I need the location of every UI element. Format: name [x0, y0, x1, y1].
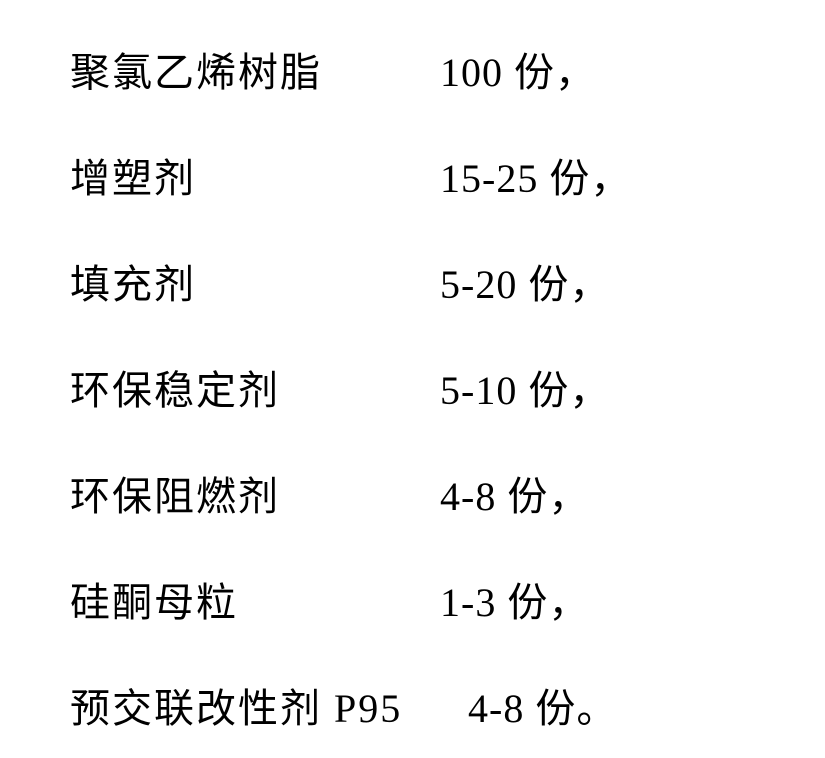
ingredient-value: 15-25 份， — [440, 146, 631, 204]
ingredient-name: 环保阻燃剂 — [70, 464, 440, 522]
ingredient-value: 4-8 份， — [440, 464, 589, 522]
ingredient-row: 环保阻燃剂 4-8 份， — [70, 464, 755, 522]
ingredient-row: 增塑剂 15-25 份， — [70, 146, 755, 204]
ingredient-name: 硅酮母粒 — [70, 570, 440, 628]
ingredient-name: 聚氯乙烯树脂 — [70, 40, 440, 98]
ingredient-row: 填充剂 5-20 份， — [70, 252, 755, 310]
ingredient-value: 5-10 份， — [440, 358, 610, 416]
ingredient-name: 填充剂 — [70, 252, 440, 310]
ingredient-value: 5-20 份， — [440, 252, 610, 310]
ingredient-value: 1-3 份， — [440, 570, 589, 628]
ingredient-row: 环保稳定剂 5-10 份， — [70, 358, 755, 416]
ingredient-list: 聚氯乙烯树脂 100 份， 增塑剂 15-25 份， 填充剂 5-20 份， 环… — [70, 40, 755, 734]
ingredient-row: 硅酮母粒 1-3 份， — [70, 570, 755, 628]
ingredient-value: 4-8 份。 — [468, 676, 617, 734]
ingredient-value: 100 份， — [440, 40, 596, 98]
ingredient-name: 环保稳定剂 — [70, 358, 440, 416]
ingredient-row: 聚氯乙烯树脂 100 份， — [70, 40, 755, 98]
ingredient-row: 预交联改性剂 P95 4-8 份。 — [70, 676, 755, 734]
ingredient-name: 预交联改性剂 P95 — [70, 676, 440, 734]
ingredient-name: 增塑剂 — [70, 146, 440, 204]
